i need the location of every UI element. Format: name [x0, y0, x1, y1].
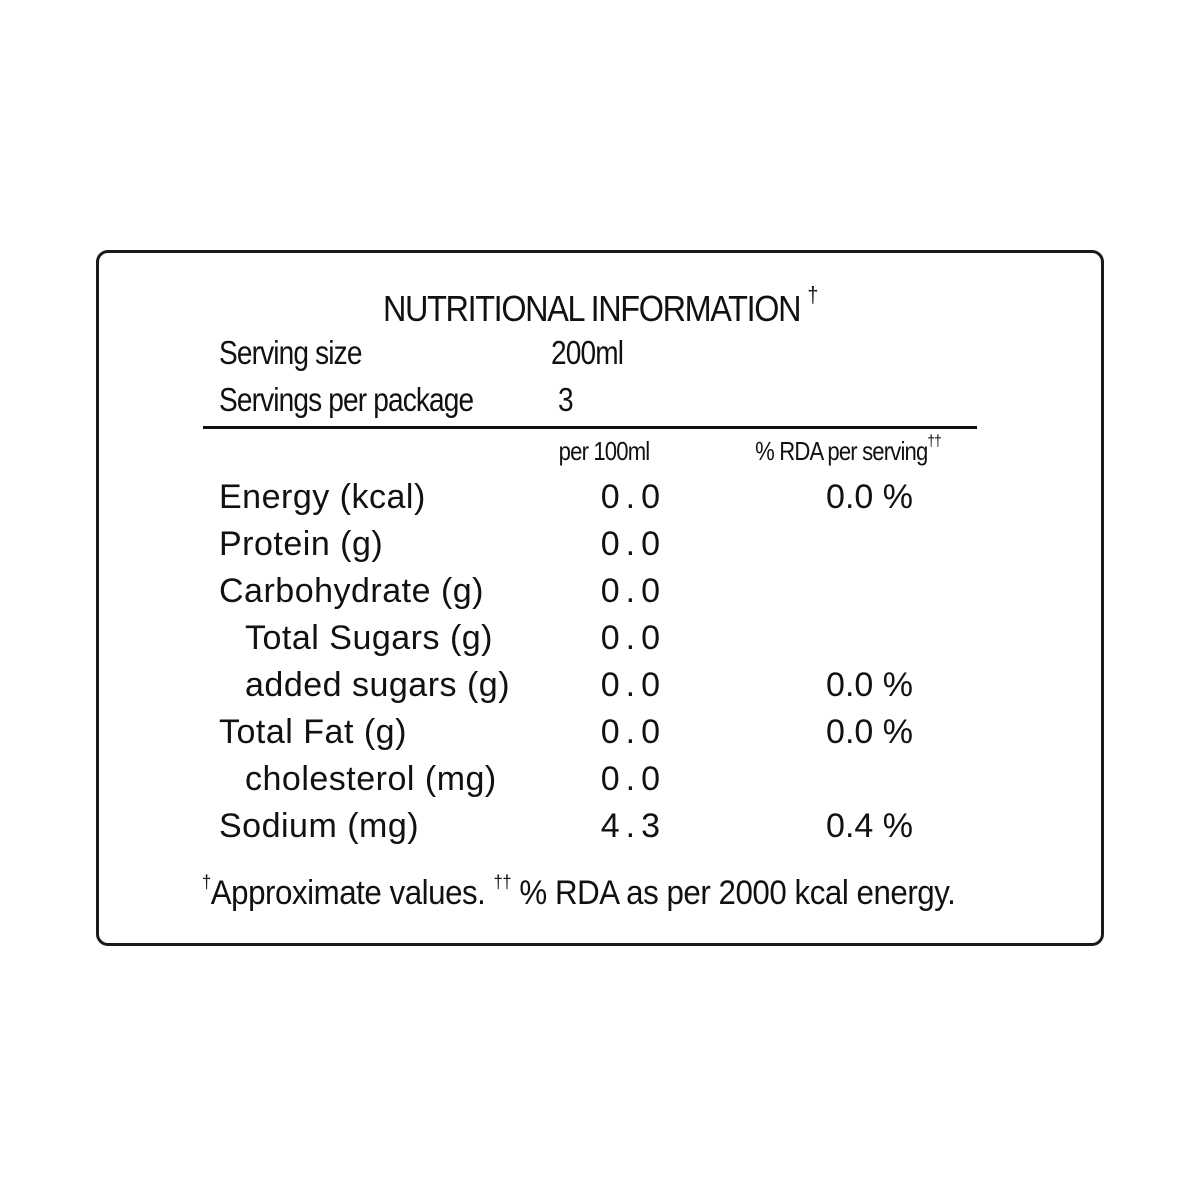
serving-size-value: 200ml: [551, 334, 624, 371]
nutrient-label: Sodium (mg): [219, 807, 420, 845]
nutrient-rda-per-serving: 0.0 %: [826, 713, 913, 751]
nutrient-value-per-100ml: 0.0: [600, 760, 666, 798]
footnote-double-dagger-mark: ††: [493, 871, 512, 892]
footnote-rda-basis: % RDA as per 2000 kcal energy.: [511, 874, 956, 912]
label-title: NUTRITIONAL INFORMATION †: [382, 282, 818, 329]
column-header-per-100ml: per 100ml: [558, 436, 650, 466]
footnote: †Approximate values. †† % RDA as per 200…: [202, 871, 956, 913]
nutrient-label: Carbohydrate (g): [219, 572, 485, 610]
servings-per-package-label: Servings per package: [219, 381, 474, 418]
nutrient-value-per-100ml: 0.0: [600, 478, 666, 516]
nutrient-label: cholesterol (mg): [245, 760, 497, 798]
header-divider: [203, 426, 977, 429]
nutrient-value-per-100ml: 0.0: [600, 666, 666, 704]
column-header-rda: % RDA per serving††: [755, 433, 942, 466]
rda-double-dagger-mark: ††: [927, 433, 941, 451]
servings-per-package-value: 3: [558, 381, 574, 418]
title-dagger-mark: †: [807, 282, 818, 307]
nutrient-value-per-100ml: 0.0: [600, 713, 666, 751]
nutrient-label: Energy (kcal): [219, 478, 426, 516]
nutrient-rda-per-serving: 0.0 %: [826, 478, 913, 516]
nutrient-rda-per-serving: 0.0 %: [826, 666, 913, 704]
nutrient-value-per-100ml: 0.0: [600, 525, 666, 563]
nutrient-value-per-100ml: 0.0: [600, 572, 666, 610]
nutrient-label: Total Fat (g): [219, 713, 407, 751]
nutrient-rda-per-serving: 0.4 %: [826, 807, 913, 845]
nutrient-value-per-100ml: 4.3: [600, 807, 666, 845]
footnote-dagger-mark: †: [202, 871, 211, 892]
nutrient-value-per-100ml: 0.0: [600, 619, 666, 657]
nutrient-label: added sugars (g): [245, 666, 511, 704]
nutrition-label-frame: [96, 250, 1104, 946]
footnote-approximate: Approximate values.: [210, 874, 494, 912]
nutrient-label: Total Sugars (g): [245, 619, 493, 657]
nutrient-label: Protein (g): [219, 525, 384, 563]
serving-size-label: Serving size: [219, 334, 362, 371]
